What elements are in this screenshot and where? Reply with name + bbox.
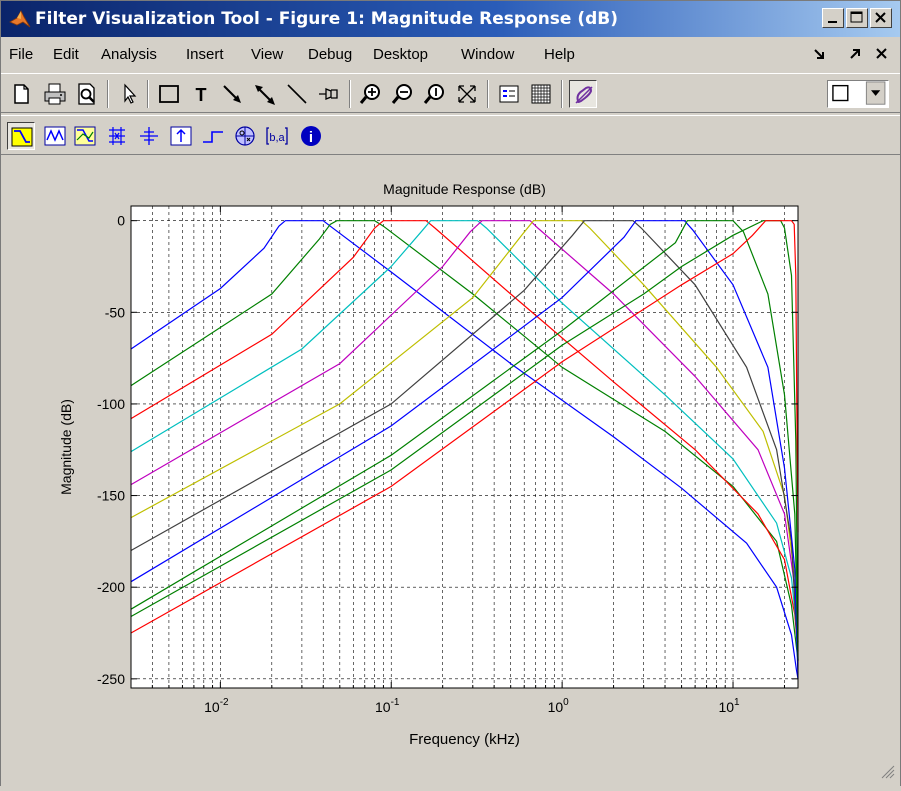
impulse-response-icon[interactable] xyxy=(167,122,195,150)
resize-grip[interactable] xyxy=(881,765,895,779)
full-view-icon[interactable] xyxy=(453,80,481,108)
menu-file[interactable]: File xyxy=(9,46,34,63)
series-line-11 xyxy=(130,220,799,634)
menu-analysis[interactable]: Analysis xyxy=(101,46,157,63)
print-preview-icon[interactable] xyxy=(73,80,101,108)
series-line-5 xyxy=(130,220,799,643)
y-tick-label: -150 xyxy=(97,488,125,504)
series-line-10 xyxy=(130,220,799,661)
zoom-in-icon[interactable] xyxy=(357,80,385,108)
print-icon[interactable] xyxy=(41,80,69,108)
menu-debug[interactable]: Debug xyxy=(308,46,353,63)
menu-view[interactable]: View xyxy=(251,46,284,63)
linked-analysis-icon[interactable] xyxy=(569,80,597,108)
y-tick-label: -200 xyxy=(97,579,125,595)
combo-box[interactable] xyxy=(827,80,889,108)
pole-zero-icon[interactable] xyxy=(231,122,259,150)
title-bar[interactable]: Filter Visualization Tool - Figure 1: Ma… xyxy=(1,1,900,37)
menu-edit[interactable]: Edit xyxy=(53,46,79,63)
menu-desktop[interactable]: Desktop xyxy=(373,46,429,63)
y-tick-label: -100 xyxy=(97,396,125,412)
chart-title: Magnitude Response (dB) xyxy=(383,181,546,197)
group-delay-icon[interactable] xyxy=(103,122,131,150)
series-line-2 xyxy=(130,220,799,661)
zoom-out-icon[interactable] xyxy=(389,80,417,108)
figure-area: Magnitude Response (dB) Frequency (kHz) … xyxy=(1,166,900,786)
close-x-icon[interactable] xyxy=(873,45,891,63)
svg-text:T: T xyxy=(196,85,207,105)
figure-toolbar: T xyxy=(1,73,900,113)
series-line-9 xyxy=(130,220,799,661)
text-icon[interactable]: T xyxy=(187,80,215,108)
series-line-3 xyxy=(130,220,799,652)
series-line-8 xyxy=(130,220,799,679)
svg-text:b,a: b,a xyxy=(269,132,285,144)
axes-frame xyxy=(130,205,799,689)
y-axis-label: Magnitude (dB) xyxy=(58,399,74,495)
step-response-icon[interactable] xyxy=(199,122,227,150)
x-tick-label: 10-2 xyxy=(204,697,229,715)
undock-arrow-icon[interactable] xyxy=(847,45,865,63)
x-tick-label: 101 xyxy=(718,697,740,715)
rectangle-icon[interactable] xyxy=(155,80,183,108)
close-button[interactable] xyxy=(870,8,892,28)
menu-help[interactable]: Help xyxy=(544,46,575,63)
new-figure-icon[interactable] xyxy=(7,80,35,108)
y-tick-label: -250 xyxy=(97,671,125,687)
double-arrow-icon[interactable] xyxy=(251,80,279,108)
minimize-button[interactable] xyxy=(822,8,844,28)
series-line-4 xyxy=(130,220,799,643)
zoom-y-icon[interactable] xyxy=(421,80,449,108)
menu-window[interactable]: Window xyxy=(461,46,515,63)
series-line-7 xyxy=(130,220,799,661)
filter-coefficients-icon[interactable]: b,a xyxy=(263,122,291,150)
dock-arrow-icon[interactable] xyxy=(811,45,829,63)
analysis-toolbar: b,a i xyxy=(1,115,900,155)
line-icon[interactable] xyxy=(283,80,311,108)
phase-delay-icon[interactable] xyxy=(135,122,163,150)
arrow-icon[interactable] xyxy=(219,80,247,108)
legend-pin-icon[interactable] xyxy=(315,80,343,108)
select-arrow-icon[interactable] xyxy=(115,80,143,108)
magnitude-response-icon[interactable] xyxy=(7,122,35,150)
x-tick-label: 10-1 xyxy=(375,697,400,715)
matlab-logo-icon xyxy=(9,10,31,28)
menu-insert[interactable]: Insert xyxy=(186,46,224,63)
svg-text:i: i xyxy=(309,129,313,146)
legend-toggle-icon[interactable] xyxy=(495,80,523,108)
magnitude-phase-icon[interactable] xyxy=(71,122,99,150)
plot-background xyxy=(131,206,798,688)
maximize-button[interactable] xyxy=(846,8,868,28)
window-title: Filter Visualization Tool - Figure 1: Ma… xyxy=(35,9,619,29)
series-line-1 xyxy=(130,220,799,679)
menu-bar: File Edit Analysis Insert View Debug Des… xyxy=(1,39,900,69)
x-tick-label: 100 xyxy=(548,697,570,715)
magnitude-response-chart[interactable]: Magnitude Response (dB) Frequency (kHz) … xyxy=(1,166,900,786)
x-axis-label: Frequency (kHz) xyxy=(409,731,520,748)
phase-response-icon[interactable] xyxy=(41,122,69,150)
filter-information-icon[interactable]: i xyxy=(297,122,325,150)
grid-toggle-icon[interactable] xyxy=(527,80,555,108)
y-tick-label: 0 xyxy=(117,213,125,229)
y-tick-label: -50 xyxy=(105,304,125,320)
